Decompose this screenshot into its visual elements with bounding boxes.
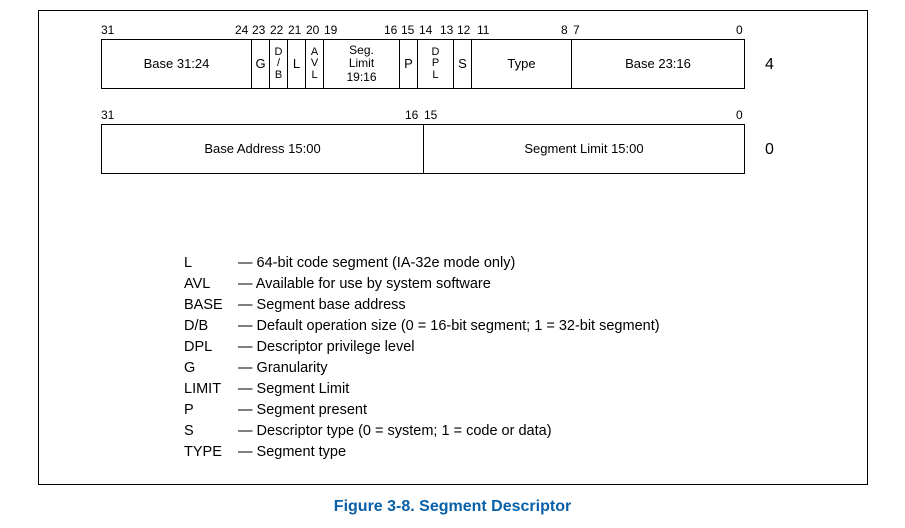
bit-label-16a: 16 — [384, 23, 397, 37]
legend-base: BASE — Segment base address — [184, 295, 660, 316]
descriptor-row-low: Base Address 15:00 Segment Limit 15:00 — [101, 124, 745, 174]
field-seg-limit-19-16: Seg. Limit 19:16 — [324, 40, 400, 88]
legend-type: TYPE — Segment type — [184, 442, 660, 463]
field-g: G — [252, 40, 270, 88]
bit-label-15b: 15 — [424, 108, 437, 122]
bit-label-16b: 16 — [405, 108, 418, 122]
field-s: S — [454, 40, 472, 88]
figure-content: 31 24 23 22 21 20 19 16 15 14 13 12 11 8… — [39, 11, 867, 484]
legend-dpl: DPL — Descriptor privilege level — [184, 337, 660, 358]
figure-frame: 31 24 23 22 21 20 19 16 15 14 13 12 11 8… — [38, 10, 868, 485]
figure-caption: Figure 3-8. Segment Descriptor — [0, 498, 905, 516]
legend-p: P — Segment present — [184, 400, 660, 421]
field-limit-15-00: Segment Limit 15:00 — [424, 125, 744, 173]
bit-label-7: 7 — [573, 23, 580, 37]
bit-label-23: 23 — [252, 23, 265, 37]
bit-label-20: 20 — [306, 23, 319, 37]
bit-label-22: 22 — [270, 23, 283, 37]
bit-label-31a: 31 — [101, 23, 114, 37]
field-dpl: D P L — [418, 40, 454, 88]
byte-offset-0: 0 — [765, 141, 774, 159]
field-l: L — [288, 40, 306, 88]
bit-label-19: 19 — [324, 23, 337, 37]
bit-label-8: 8 — [561, 23, 568, 37]
legend-g: G — Granularity — [184, 358, 660, 379]
descriptor-row-high: Base 31:24 G D / B L A V L Seg. Limit 19… — [101, 39, 745, 89]
legend-db: D/B — Default operation size (0 = 16-bit… — [184, 316, 660, 337]
bit-label-13: 13 — [440, 23, 453, 37]
field-db: D / B — [270, 40, 288, 88]
legend-s: S — Descriptor type (0 = system; 1 = cod… — [184, 421, 660, 442]
field-base-23-16: Base 23:16 — [572, 40, 744, 88]
legend-limit: LIMIT — Segment Limit — [184, 379, 660, 400]
bit-label-12: 12 — [457, 23, 470, 37]
field-p: P — [400, 40, 418, 88]
field-base-15-00: Base Address 15:00 — [102, 125, 424, 173]
legend-l: L — 64-bit code segment (IA-32e mode onl… — [184, 253, 660, 274]
bit-label-15a: 15 — [401, 23, 414, 37]
bit-label-24: 24 — [235, 23, 248, 37]
byte-offset-4: 4 — [765, 56, 774, 74]
field-type: Type — [472, 40, 572, 88]
bit-label-21: 21 — [288, 23, 301, 37]
field-base-31-24: Base 31:24 — [102, 40, 252, 88]
legend-avl: AVL — Available for use by system softwa… — [184, 274, 660, 295]
field-avl: A V L — [306, 40, 324, 88]
bit-label-0b: 0 — [736, 108, 743, 122]
bit-label-31b: 31 — [101, 108, 114, 122]
bit-label-14: 14 — [419, 23, 432, 37]
legend: L — 64-bit code segment (IA-32e mode onl… — [184, 253, 660, 463]
bit-label-0a: 0 — [736, 23, 743, 37]
bit-label-11: 11 — [477, 23, 489, 37]
